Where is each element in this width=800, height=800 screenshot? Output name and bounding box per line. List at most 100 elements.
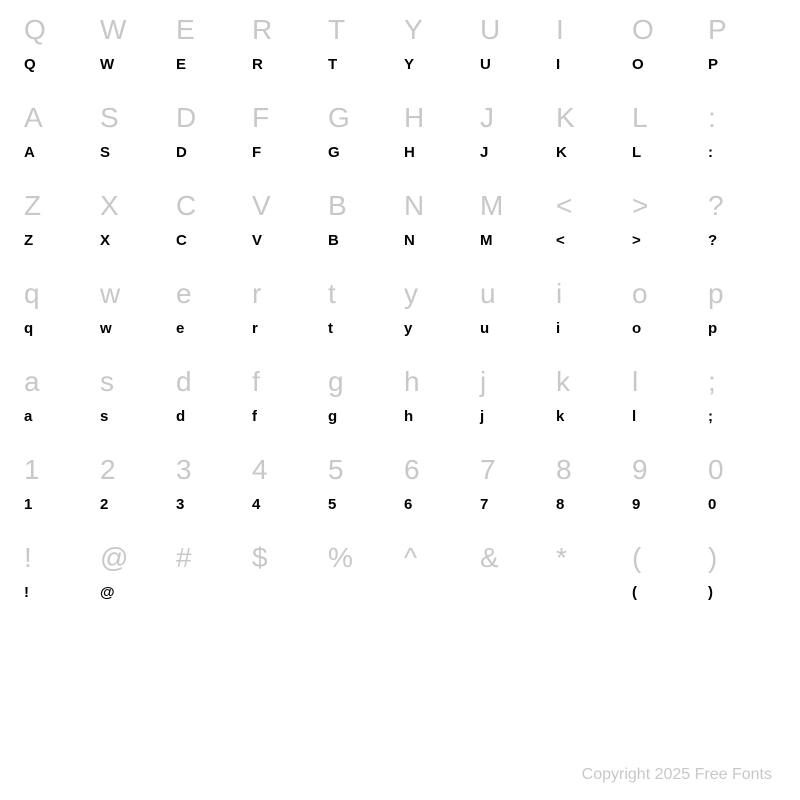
reference-char: r bbox=[248, 274, 324, 314]
reference-char: D bbox=[172, 98, 248, 138]
specimen-char: ; bbox=[704, 402, 780, 432]
reference-char: a bbox=[20, 362, 96, 402]
specimen-char: H bbox=[400, 138, 476, 168]
row-pair: ! @ # $ % ^ & * ( ) ! @ ( ) bbox=[20, 538, 780, 608]
reference-char: 9 bbox=[628, 450, 704, 490]
specimen-char: M bbox=[476, 226, 552, 256]
reference-char: ! bbox=[20, 538, 96, 578]
row-pair: 1 2 3 4 5 6 7 8 9 0 1 2 3 4 5 6 7 8 9 0 bbox=[20, 450, 780, 520]
specimen-char: X bbox=[96, 226, 172, 256]
specimen-char: O bbox=[628, 50, 704, 80]
reference-char: y bbox=[400, 274, 476, 314]
reference-char: & bbox=[476, 538, 552, 578]
copyright-text: Copyright 2025 Free Fonts bbox=[582, 766, 772, 784]
reference-char: i bbox=[552, 274, 628, 314]
reference-char: A bbox=[20, 98, 96, 138]
reference-char: p bbox=[704, 274, 780, 314]
specimen-char: k bbox=[552, 402, 628, 432]
specimen-char: P bbox=[704, 50, 780, 80]
specimen-char: F bbox=[248, 138, 324, 168]
reference-char: h bbox=[400, 362, 476, 402]
reference-char: ) bbox=[704, 538, 780, 578]
reference-char: 7 bbox=[476, 450, 552, 490]
specimen-char: j bbox=[476, 402, 552, 432]
specimen-row: 1 2 3 4 5 6 7 8 9 0 bbox=[20, 490, 780, 520]
specimen-char: S bbox=[96, 138, 172, 168]
specimen-char bbox=[552, 578, 628, 608]
specimen-char: a bbox=[20, 402, 96, 432]
specimen-char: 7 bbox=[476, 490, 552, 520]
specimen-char: ( bbox=[628, 578, 704, 608]
reference-row: Q W E R T Y U I O P bbox=[20, 10, 780, 50]
specimen-char bbox=[172, 578, 248, 608]
reference-char: d bbox=[172, 362, 248, 402]
specimen-char: B bbox=[324, 226, 400, 256]
reference-char: 1 bbox=[20, 450, 96, 490]
specimen-char: R bbox=[248, 50, 324, 80]
reference-char: l bbox=[628, 362, 704, 402]
specimen-char: N bbox=[400, 226, 476, 256]
specimen-char bbox=[400, 578, 476, 608]
reference-char: j bbox=[476, 362, 552, 402]
reference-char: ^ bbox=[400, 538, 476, 578]
specimen-char: T bbox=[324, 50, 400, 80]
specimen-char: ) bbox=[704, 578, 780, 608]
specimen-char: 3 bbox=[172, 490, 248, 520]
specimen-char: A bbox=[20, 138, 96, 168]
specimen-char: 6 bbox=[400, 490, 476, 520]
reference-char: M bbox=[476, 186, 552, 226]
row-pair: Q W E R T Y U I O P Q W E R T Y U I O P bbox=[20, 10, 780, 80]
reference-char: ( bbox=[628, 538, 704, 578]
reference-char: t bbox=[324, 274, 400, 314]
reference-row: ! @ # $ % ^ & * ( ) bbox=[20, 538, 780, 578]
specimen-char: Q bbox=[20, 50, 96, 80]
specimen-char: K bbox=[552, 138, 628, 168]
specimen-char: U bbox=[476, 50, 552, 80]
reference-char: N bbox=[400, 186, 476, 226]
reference-row: Z X C V B N M < > ? bbox=[20, 186, 780, 226]
specimen-char: W bbox=[96, 50, 172, 80]
specimen-char: V bbox=[248, 226, 324, 256]
specimen-char: g bbox=[324, 402, 400, 432]
specimen-row: Q W E R T Y U I O P bbox=[20, 50, 780, 80]
specimen-char bbox=[248, 578, 324, 608]
specimen-char: 9 bbox=[628, 490, 704, 520]
reference-char: R bbox=[248, 10, 324, 50]
specimen-char: d bbox=[172, 402, 248, 432]
reference-char: f bbox=[248, 362, 324, 402]
reference-char: K bbox=[552, 98, 628, 138]
reference-char: H bbox=[400, 98, 476, 138]
reference-char: k bbox=[552, 362, 628, 402]
reference-char: # bbox=[172, 538, 248, 578]
reference-row: a s d f g h j k l ; bbox=[20, 362, 780, 402]
specimen-char: ! bbox=[20, 578, 96, 608]
specimen-char: 0 bbox=[704, 490, 780, 520]
reference-char: Z bbox=[20, 186, 96, 226]
reference-row: q w e r t y u i o p bbox=[20, 274, 780, 314]
specimen-row: a s d f g h j k l ; bbox=[20, 402, 780, 432]
reference-char: X bbox=[96, 186, 172, 226]
reference-char: 8 bbox=[552, 450, 628, 490]
reference-char: 2 bbox=[96, 450, 172, 490]
specimen-char: : bbox=[704, 138, 780, 168]
reference-char: < bbox=[552, 186, 628, 226]
specimen-char: ? bbox=[704, 226, 780, 256]
reference-char: > bbox=[628, 186, 704, 226]
reference-char: s bbox=[96, 362, 172, 402]
reference-char: 3 bbox=[172, 450, 248, 490]
specimen-char: 5 bbox=[324, 490, 400, 520]
specimen-char: f bbox=[248, 402, 324, 432]
specimen-char: < bbox=[552, 226, 628, 256]
specimen-char: 2 bbox=[96, 490, 172, 520]
specimen-char: I bbox=[552, 50, 628, 80]
reference-char: W bbox=[96, 10, 172, 50]
reference-char: U bbox=[476, 10, 552, 50]
reference-char: ? bbox=[704, 186, 780, 226]
specimen-char: s bbox=[96, 402, 172, 432]
specimen-char: L bbox=[628, 138, 704, 168]
reference-char: 4 bbox=[248, 450, 324, 490]
reference-char: q bbox=[20, 274, 96, 314]
reference-char: Y bbox=[400, 10, 476, 50]
reference-char: $ bbox=[248, 538, 324, 578]
reference-char: S bbox=[96, 98, 172, 138]
